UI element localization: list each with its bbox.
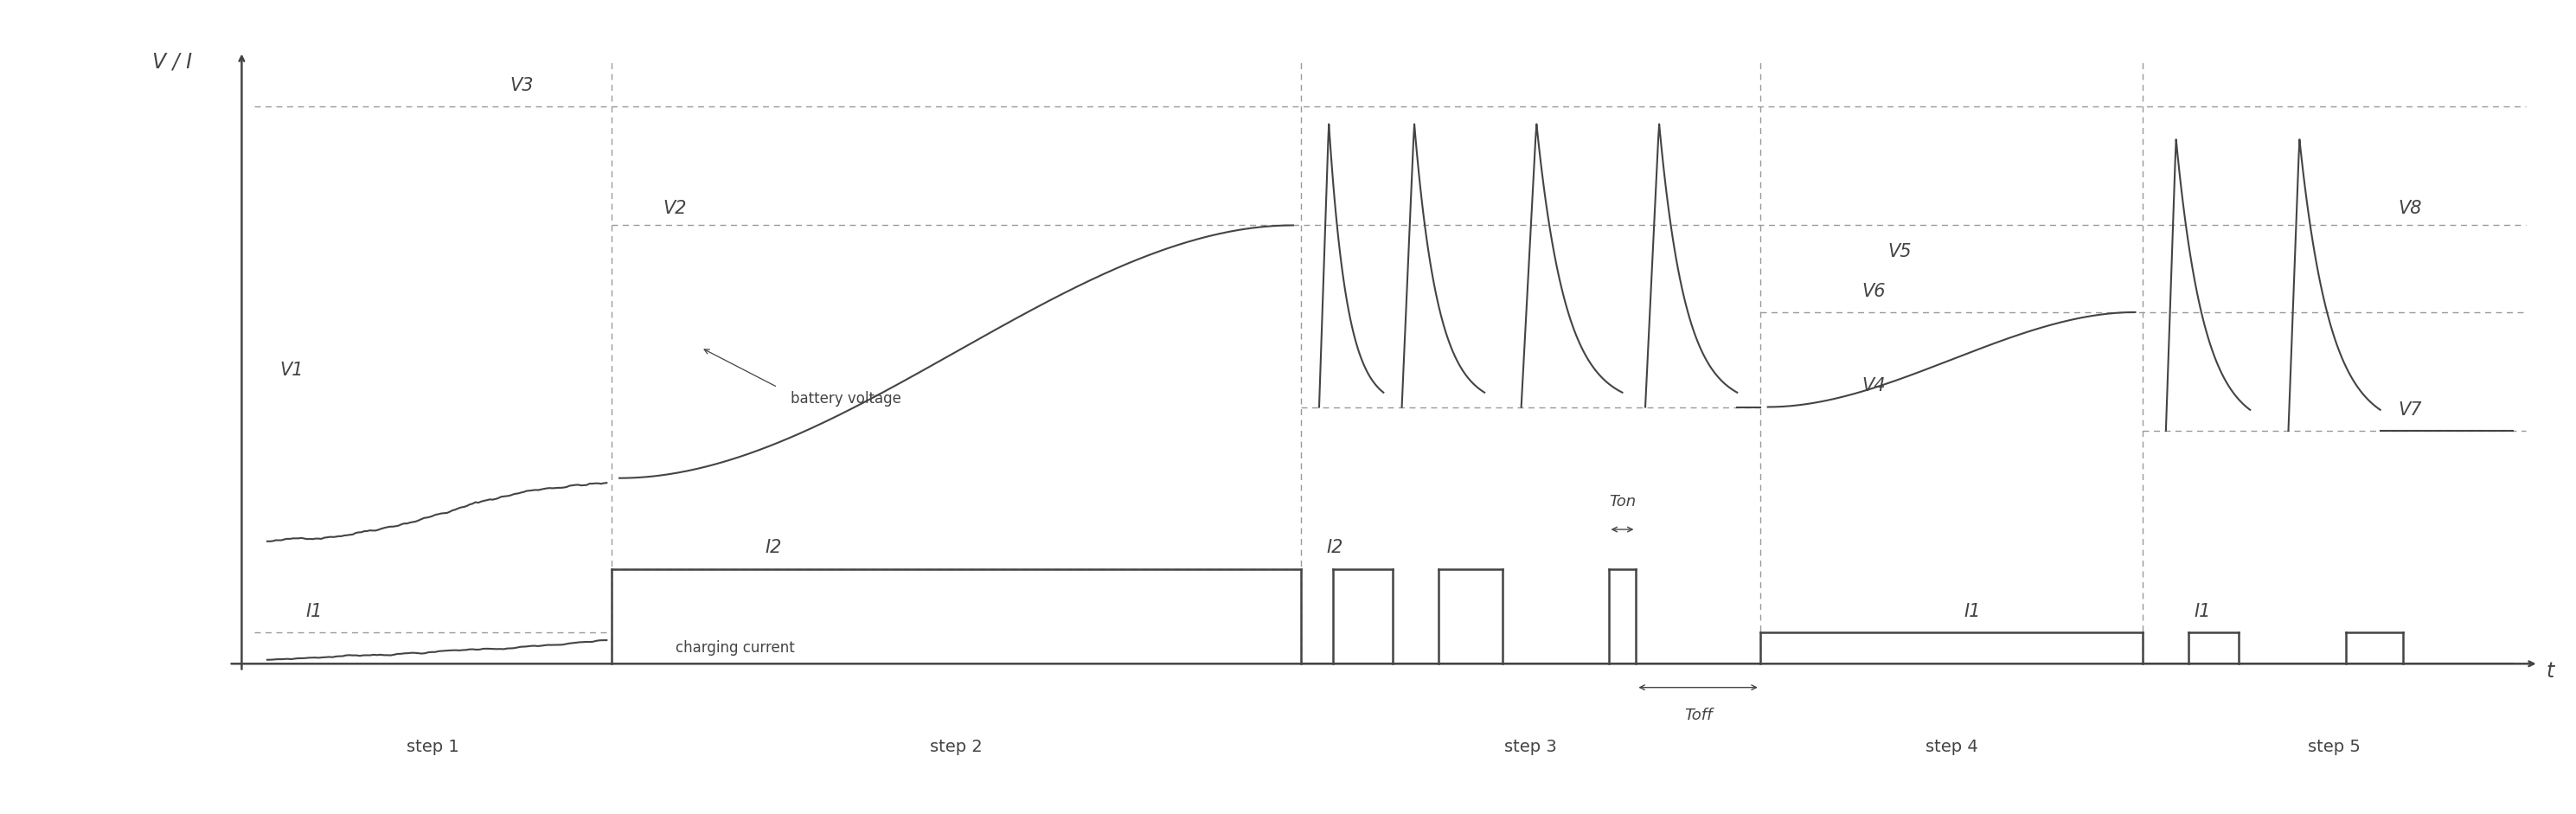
- Text: V / I: V / I: [152, 51, 193, 72]
- Text: V3: V3: [510, 77, 533, 94]
- Text: V6: V6: [1862, 282, 1886, 300]
- Text: V1: V1: [281, 361, 304, 379]
- Text: charging current: charging current: [675, 641, 793, 656]
- Text: V8: V8: [2398, 199, 2421, 217]
- Text: V2: V2: [662, 199, 688, 217]
- Text: I2: I2: [1327, 540, 1342, 557]
- Text: Ton: Ton: [1610, 494, 1636, 510]
- Text: battery voltage: battery voltage: [791, 391, 902, 406]
- Text: step 5: step 5: [2308, 738, 2360, 755]
- Text: V4: V4: [1862, 378, 1886, 395]
- Text: I1: I1: [1965, 602, 1981, 619]
- Text: step 3: step 3: [1504, 738, 1556, 755]
- Text: step 2: step 2: [930, 738, 981, 755]
- Text: step 1: step 1: [407, 738, 459, 755]
- Text: t: t: [2545, 661, 2555, 682]
- Text: Toff: Toff: [1685, 707, 1713, 723]
- Text: I2: I2: [765, 540, 781, 557]
- Text: V7: V7: [2398, 401, 2421, 418]
- Text: V5: V5: [1888, 243, 1911, 260]
- Text: step 4: step 4: [1924, 738, 1978, 755]
- Text: I1: I1: [307, 602, 322, 619]
- Text: I1: I1: [2195, 602, 2210, 619]
